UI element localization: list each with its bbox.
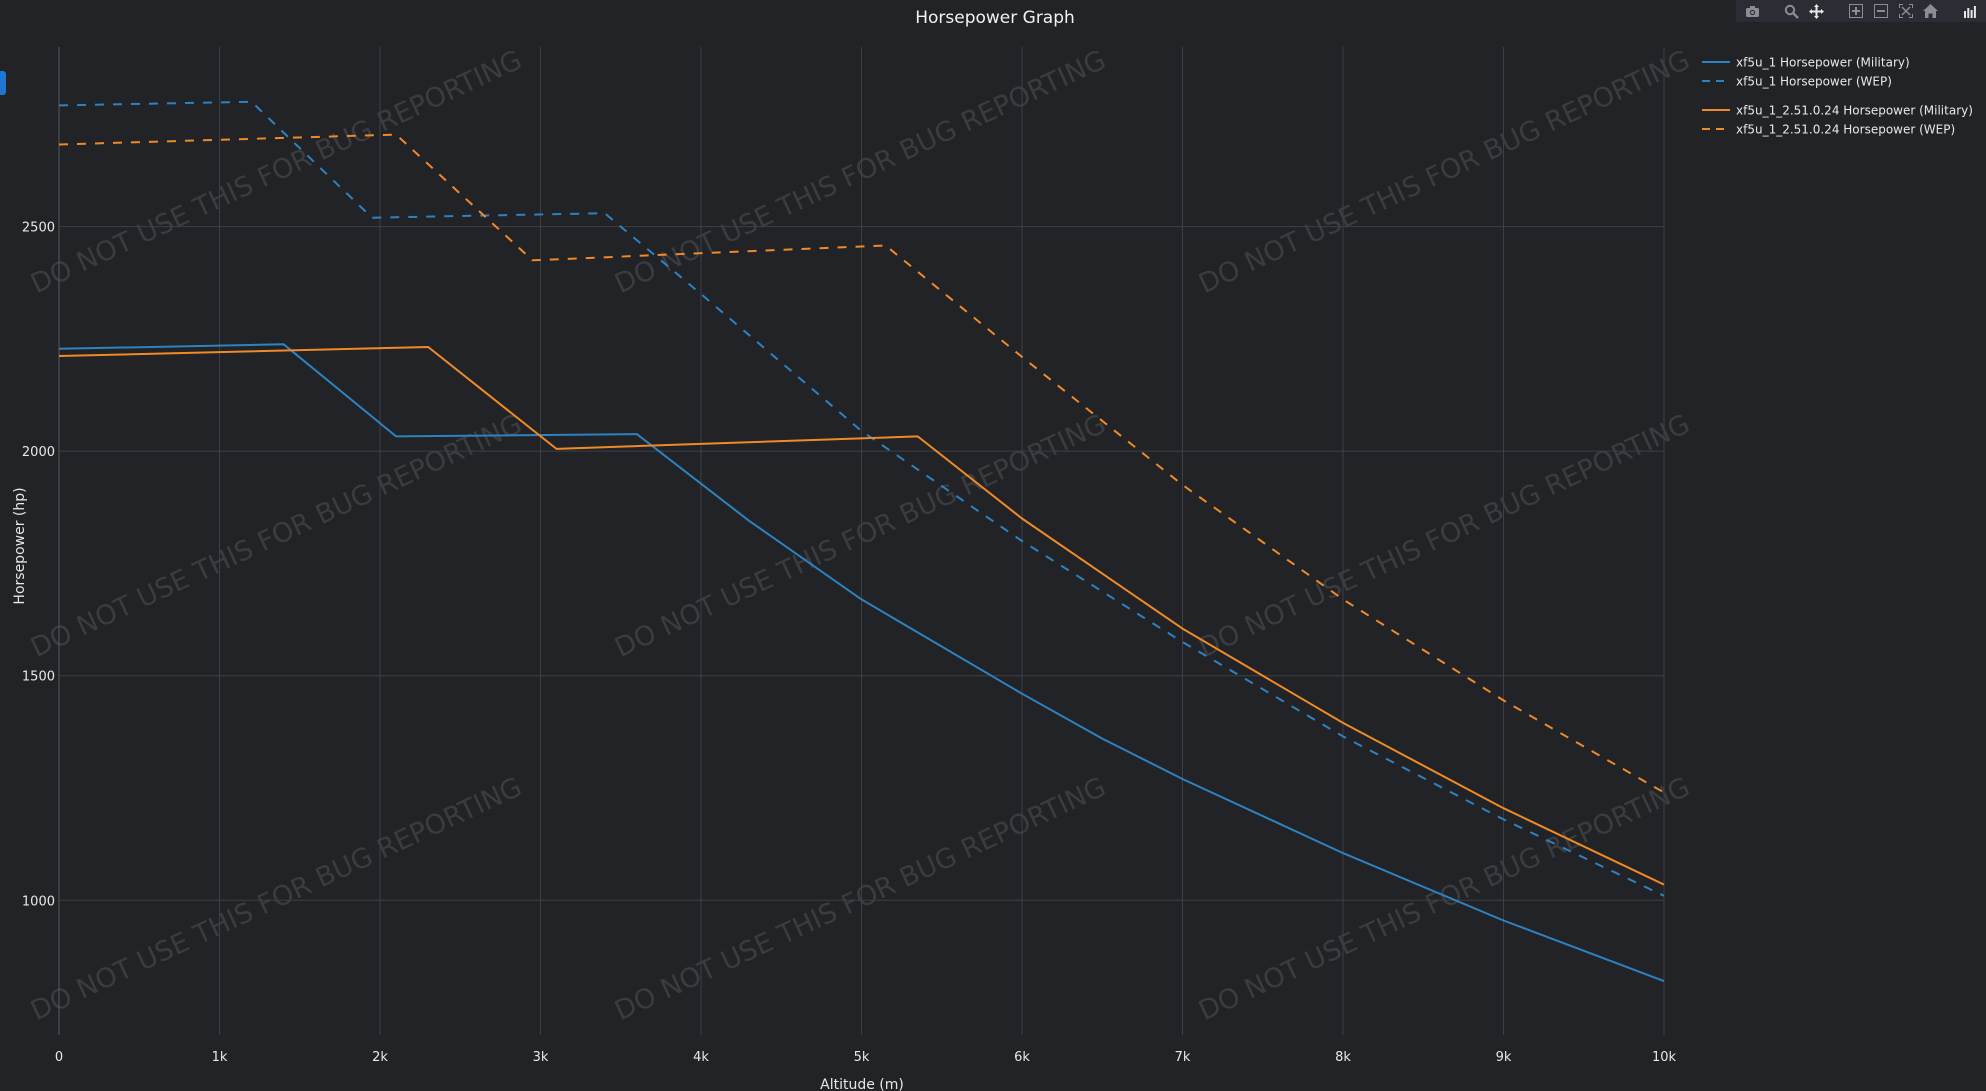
legend-item-2[interactable]: xf5u_1_2.51.0.24 Horsepower (Military) [1702,104,1973,118]
series-layer [58,100,1665,983]
legend-label: xf5u_1 Horsepower (WEP) [1736,75,1892,89]
legend-item-3[interactable]: xf5u_1_2.51.0.24 Horsepower (WEP) [1702,123,1955,137]
watermark-text: DO NOT USE THIS FOR BUG REPORTING [1194,45,1695,300]
watermark-text: DO NOT USE THIS FOR BUG REPORTING [1194,772,1695,1027]
watermark-text: DO NOT USE THIS FOR BUG REPORTING [26,772,527,1027]
y-tick-label: 2500 [22,221,55,236]
y-tick-label: 2000 [22,445,55,460]
watermark-text: DO NOT USE THIS FOR BUG REPORTING [26,409,527,664]
x-tick-label: 8k [1335,1050,1351,1065]
watermark-text: DO NOT USE THIS FOR BUG REPORTING [26,45,527,300]
series-line-3 [58,133,1665,794]
x-tick-label: 10k [1652,1050,1677,1065]
watermark-text: DO NOT USE THIS FOR BUG REPORTING [610,409,1111,664]
series-line-2 [58,346,1665,886]
side-panel-tab[interactable] [0,71,6,95]
grid-layer [58,47,1665,1035]
legend-item-1[interactable]: xf5u_1 Horsepower (WEP) [1702,75,1892,89]
zoom-icon[interactable] [1783,3,1800,20]
modebar [1736,0,1986,22]
watermark-text: DO NOT USE THIS FOR BUG REPORTING [610,772,1111,1027]
home-icon[interactable] [1922,3,1939,20]
legend-label: xf5u_1_2.51.0.24 Horsepower (WEP) [1736,123,1955,137]
series-line-0 [58,343,1665,983]
y-axis-title: Horsepower (hp) [12,487,28,604]
x-tick-label: 4k [693,1050,709,1065]
legend-label: xf5u_1_2.51.0.24 Horsepower (Military) [1736,104,1973,118]
zoom-out-icon[interactable] [1872,3,1889,20]
plotly-logo-icon[interactable] [1961,3,1978,20]
pan-icon[interactable] [1808,3,1825,20]
zoom-in-icon[interactable] [1847,3,1864,20]
x-axis-title: Altitude (m) [820,1077,904,1091]
x-tick-label: 5k [854,1050,870,1065]
x-tick-label: 2k [372,1050,388,1065]
tick-label-layer: 0 1k 2k 3k 4k 5k 6k 7k 8k 9k 10k 1000 1500 2000 2500 [22,221,1677,1065]
camera-icon[interactable] [1744,3,1761,20]
x-tick-label: 9k [1496,1050,1512,1065]
legend-label: xf5u_1 Horsepower (Military) [1736,56,1910,70]
y-tick-label: 1000 [22,894,55,909]
watermark-layer: DO NOT USE THIS FOR BUG REPORTING DO NOT … [26,45,1695,1027]
autoscale-icon[interactable] [1897,3,1914,20]
watermark-text: DO NOT USE THIS FOR BUG REPORTING [610,45,1111,300]
x-tick-label: 6k [1014,1050,1030,1065]
watermark-text: DO NOT USE THIS FOR BUG REPORTING [1194,409,1695,664]
y-tick-label: 1500 [22,670,55,685]
x-tick-label: 1k [212,1050,228,1065]
legend-item-0[interactable]: xf5u_1 Horsepower (Military) [1702,56,1910,70]
x-tick-label: 0 [55,1050,63,1065]
legend[interactable]: xf5u_1 Horsepower (Military) xf5u_1 Horse… [1702,56,1973,137]
chart-title: Horsepower Graph [915,8,1075,28]
x-tick-label: 3k [533,1050,549,1065]
x-tick-label: 7k [1175,1050,1191,1065]
